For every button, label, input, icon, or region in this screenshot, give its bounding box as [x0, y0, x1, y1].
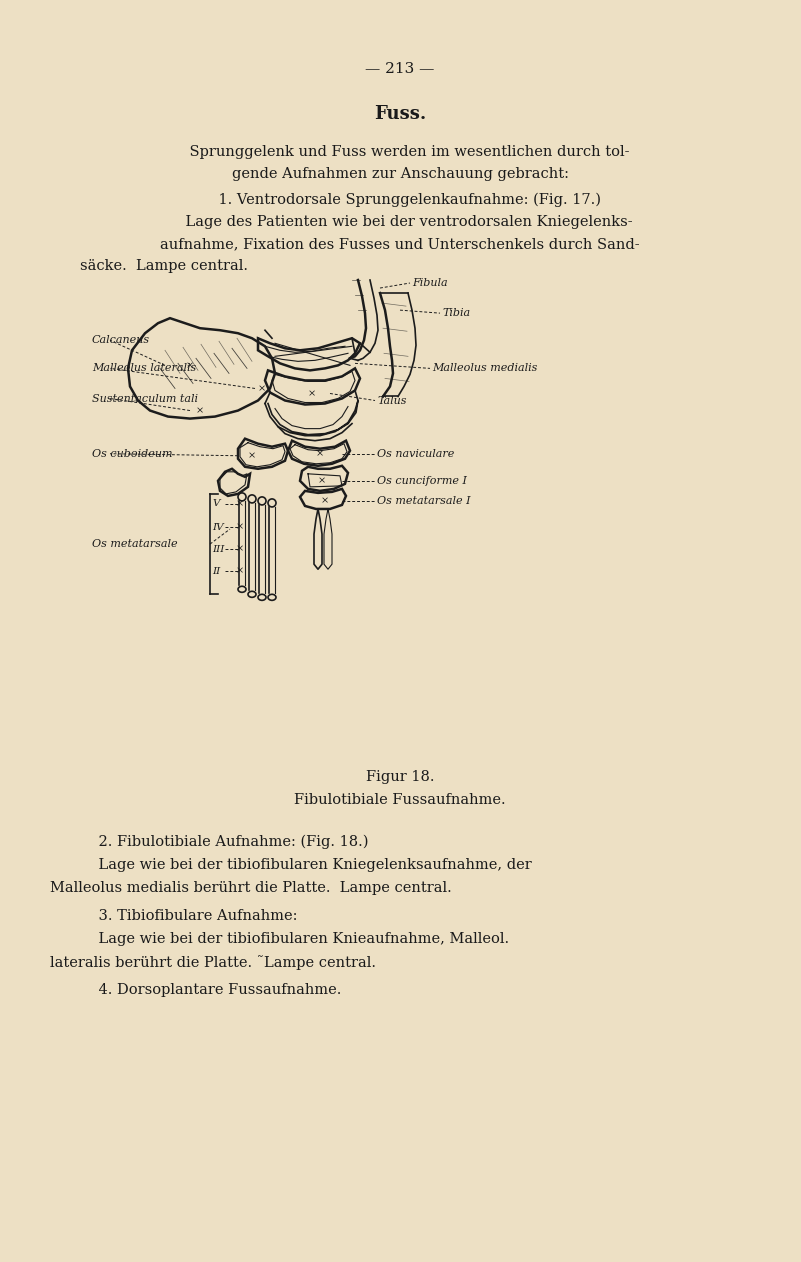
Text: 4. Dorsoplantare Fussaufnahme.: 4. Dorsoplantare Fussaufnahme. — [80, 983, 341, 997]
Text: säcke.  Lampe central.: säcke. Lampe central. — [80, 259, 248, 273]
Text: ×: × — [236, 522, 244, 531]
Text: Lage des Patienten wie bei der ventrodorsalen Kniegelenks-: Lage des Patienten wie bei der ventrodor… — [167, 215, 633, 228]
Text: V: V — [212, 500, 219, 509]
Text: Fibulotibiale Fussaufnahme.: Fibulotibiale Fussaufnahme. — [294, 793, 505, 806]
Text: ×: × — [236, 567, 244, 575]
Text: ×: × — [318, 476, 326, 486]
Text: ×: × — [186, 361, 194, 370]
Text: Lage wie bei der tibiofibularen Kniegelenksaufnahme, der: Lage wie bei der tibiofibularen Kniegele… — [80, 858, 532, 872]
Text: ×: × — [248, 452, 256, 461]
Text: ×: × — [236, 500, 244, 509]
Text: ×: × — [308, 389, 316, 398]
Text: Talus: Talus — [377, 395, 406, 405]
Text: III: III — [212, 545, 224, 554]
Text: Malleolus lateralis: Malleolus lateralis — [92, 363, 196, 374]
Text: Os cuboideum: Os cuboideum — [92, 449, 172, 458]
Text: Os metatarsale: Os metatarsale — [92, 539, 178, 549]
Text: lateralis berührt die Platte. ˜Lampe central.: lateralis berührt die Platte. ˜Lampe cen… — [50, 955, 376, 970]
Text: aufnahme, Fixation des Fusses und Unterschenkels durch Sand-: aufnahme, Fixation des Fusses und Unters… — [160, 237, 640, 251]
Text: Os metatarsale I: Os metatarsale I — [377, 496, 470, 506]
Text: ×: × — [316, 449, 324, 458]
Text: Fuss.: Fuss. — [374, 105, 426, 122]
Text: Os cunciforme I: Os cunciforme I — [377, 476, 467, 486]
Text: Lage wie bei der tibiofibularen Knieaufnahme, Malleol.: Lage wie bei der tibiofibularen Knieaufn… — [80, 933, 509, 946]
Text: ×: × — [321, 496, 329, 505]
Text: 2. Fibulotibiale Aufnahme: (Fig. 18.): 2. Fibulotibiale Aufnahme: (Fig. 18.) — [80, 835, 368, 849]
Text: 3. Tibiofibulare Aufnahme:: 3. Tibiofibulare Aufnahme: — [80, 909, 297, 923]
Text: gende Aufnahmen zur Anschauung gebracht:: gende Aufnahmen zur Anschauung gebracht: — [231, 167, 569, 180]
Text: Fibula: Fibula — [412, 278, 448, 288]
Text: Figur 18.: Figur 18. — [366, 770, 434, 784]
Text: ×: × — [236, 545, 244, 554]
Text: Sustentaculum tali: Sustentaculum tali — [92, 394, 198, 404]
Text: II: II — [212, 567, 220, 575]
Text: Sprunggelenk und Fuss werden im wesentlichen durch tol-: Sprunggelenk und Fuss werden im wesentli… — [171, 145, 630, 159]
Text: ×: × — [196, 406, 204, 415]
Text: 1. Ventrodorsale Sprunggelenkaufnahme: (Fig. 17.): 1. Ventrodorsale Sprunggelenkaufnahme: (… — [199, 193, 601, 207]
Text: Tibia: Tibia — [442, 308, 470, 318]
Text: — 213 —: — 213 — — [365, 62, 435, 76]
Text: IV: IV — [212, 522, 223, 531]
Text: Malleolus medialis berührt die Platte.  Lampe central.: Malleolus medialis berührt die Platte. L… — [50, 881, 452, 895]
Text: Os naviculare: Os naviculare — [377, 449, 454, 458]
Text: Malleolus medialis: Malleolus medialis — [432, 363, 537, 374]
Text: Calcaneus: Calcaneus — [92, 336, 150, 346]
Text: ×: × — [258, 384, 266, 392]
